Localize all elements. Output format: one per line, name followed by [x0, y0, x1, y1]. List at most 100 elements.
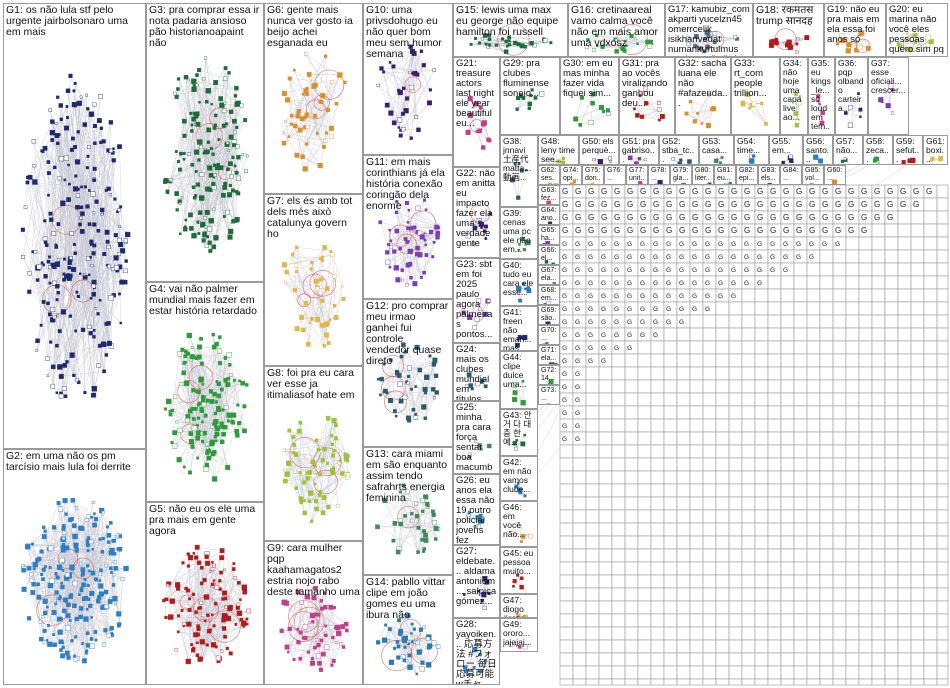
tiny-group-cell: [559, 600, 574, 615]
tiny-group-cell: [702, 496, 717, 511]
graph-node: [202, 577, 207, 582]
node-edge: [70, 502, 94, 621]
node-edge: [223, 125, 237, 128]
graph-node: [47, 171, 51, 176]
tiny-group-cell: [585, 522, 600, 537]
tiny-group-cell: [832, 262, 847, 277]
node-edge: [306, 101, 322, 115]
graph-node: [242, 625, 245, 628]
tiny-group-label: G: [757, 200, 763, 209]
graph-node: [330, 433, 334, 438]
tiny-group-cell: [832, 340, 847, 355]
graph-node: [316, 303, 320, 308]
graph-node: [186, 621, 192, 627]
tiny-group-cell: [754, 431, 769, 446]
tiny-group-cell: [871, 301, 886, 316]
tiny-group-cell: [858, 340, 873, 355]
node-edge: [68, 199, 76, 331]
tiny-group-cell: [858, 327, 873, 342]
node-edge: [66, 128, 74, 376]
node-edge: [325, 110, 329, 141]
tiny-group-cell: [689, 418, 704, 433]
tiny-group-cell: [845, 639, 860, 654]
tiny-group-cell: [754, 288, 769, 303]
graph-node: [231, 155, 235, 159]
tiny-group-label: G: [627, 241, 632, 248]
tiny-group-cell: [910, 574, 925, 589]
tiny-group-cell: [858, 379, 873, 394]
graph-node: [70, 497, 76, 503]
tiny-group-cell: [871, 496, 886, 511]
graph-node: [75, 290, 79, 294]
node-edge: [177, 584, 219, 662]
tiny-group-cell: [637, 366, 652, 381]
graph-node: [166, 398, 172, 405]
tiny-group-label: G: [653, 254, 658, 261]
graph-node: [239, 617, 244, 622]
graph-node: [191, 232, 197, 239]
tiny-group-cell: [663, 665, 678, 680]
node-edge: [68, 522, 112, 605]
tiny-group-label: G: [731, 254, 736, 261]
tiny-group-cell: [871, 483, 886, 498]
tiny-group-cell: [910, 418, 925, 433]
tiny-group-cell: [689, 327, 704, 342]
tiny-group-cell: [858, 561, 873, 576]
graph-node: [72, 89, 76, 93]
graph-node: [226, 141, 230, 145]
tiny-group-label: G: [718, 213, 724, 222]
tiny-group-cell: [793, 587, 808, 602]
tiny-group-cell: [884, 548, 899, 563]
tiny-group-cell: [910, 275, 925, 290]
tiny-group-cell: [611, 470, 626, 485]
tiny-group-cell: [793, 639, 808, 654]
graph-node: [330, 80, 335, 85]
tiny-group-cell: [741, 574, 756, 589]
node-edge: [168, 401, 175, 433]
tiny-group-cell: [910, 236, 925, 251]
graph-node: [124, 259, 128, 263]
graph-node: [182, 465, 186, 469]
graph-node: [201, 394, 206, 400]
tiny-group-label: G: [809, 187, 815, 196]
graph-node: [47, 641, 53, 647]
graph-node: [100, 341, 107, 347]
tiny-group-cell: [715, 613, 730, 628]
tiny-group-label: G: [705, 280, 710, 287]
tiny-group-label: G: [614, 319, 619, 326]
graph-node: [238, 379, 241, 383]
node-edge: [32, 544, 45, 643]
tiny-group-cell: [780, 574, 795, 589]
graph-node: [218, 96, 224, 101]
node-edge: [297, 588, 315, 630]
tiny-group-cell: [936, 574, 949, 589]
graph-node: [40, 572, 44, 576]
tiny-group-cell: [650, 431, 665, 446]
node-edge: [59, 105, 61, 367]
node-edge: [66, 361, 74, 376]
tiny-group-label: G: [796, 213, 802, 222]
tiny-group-cell: [676, 327, 691, 342]
tiny-group-cell: [767, 366, 782, 381]
node-edge: [70, 535, 110, 597]
tiny-group-cell: [910, 522, 925, 537]
node-edge: [62, 203, 95, 396]
tiny-group-label: G: [575, 384, 580, 391]
node-edge: [283, 132, 306, 170]
graph-node: [287, 428, 292, 433]
tiny-group-label: G: [562, 226, 568, 235]
tiny-group-cell: [897, 470, 912, 485]
graph-node: [314, 506, 319, 512]
graph-node: [208, 173, 214, 178]
node-edge: [107, 240, 126, 242]
tiny-group-cell: [728, 392, 743, 407]
tiny-group-cell: [754, 340, 769, 355]
graph-node: [221, 408, 225, 412]
tiny-group-cell: [793, 522, 808, 537]
tiny-group-label: G: [575, 254, 580, 261]
tiny-group-cell: [585, 470, 600, 485]
graph-node: [117, 252, 121, 256]
tiny-group-cell: [767, 418, 782, 433]
tiny-group-cell: [832, 249, 847, 264]
node-edge: [320, 279, 323, 301]
